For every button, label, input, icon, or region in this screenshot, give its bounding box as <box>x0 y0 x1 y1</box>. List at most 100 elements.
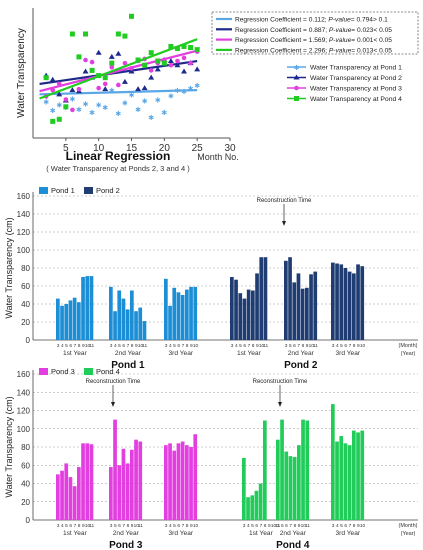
month-tick-label: 10 <box>271 523 277 529</box>
data-point <box>83 31 89 37</box>
x-axis-label: Linear Regression <box>66 149 171 163</box>
data-point <box>194 47 200 53</box>
data-point <box>174 46 180 52</box>
month-tick-label: 5 <box>173 343 176 349</box>
data-point <box>128 68 135 74</box>
year-label: 2nd Year <box>115 350 142 357</box>
data-point <box>108 53 115 59</box>
data-point: ✱ <box>76 106 82 114</box>
bar <box>301 419 305 520</box>
month-tick-label: 5 <box>173 523 176 529</box>
bar <box>138 307 143 340</box>
month-tick-label: 6 <box>69 523 72 529</box>
bar <box>180 295 185 340</box>
month-tick-label: 3 <box>110 523 113 529</box>
data-point <box>142 62 148 68</box>
data-point <box>115 31 121 37</box>
data-point <box>56 116 62 122</box>
bar <box>305 420 310 520</box>
month-tick-label: 11 <box>89 523 94 529</box>
bar <box>246 497 250 520</box>
data-point <box>63 104 69 110</box>
data-point <box>76 54 82 60</box>
bar <box>360 430 365 520</box>
bar <box>172 287 177 340</box>
bar <box>138 441 143 520</box>
legend-label: Pond 2 <box>96 186 120 195</box>
data-point <box>181 55 187 61</box>
bar <box>263 420 267 520</box>
year-label: 3rd Year <box>169 530 194 537</box>
month-tick-label: 3 <box>332 343 335 349</box>
bar <box>288 456 293 520</box>
data-point: ✱ <box>135 106 141 114</box>
month-tick-label: 9 <box>357 523 360 529</box>
data-point <box>148 50 154 56</box>
month-axis-label: (Month) <box>399 343 418 349</box>
month-tick-label: 7 <box>74 523 77 529</box>
bar <box>300 288 305 340</box>
data-point: ✱ <box>89 109 95 117</box>
y-axis-label: Water Transparency <box>16 28 27 118</box>
bar <box>297 445 301 520</box>
data-point <box>102 86 109 92</box>
y-axis-label: Water Transparency (cm) <box>4 217 14 318</box>
data-point <box>194 66 201 72</box>
y-tick-label: 0 <box>26 516 31 525</box>
data-point <box>129 13 134 19</box>
month-tick-label: 10 <box>85 343 91 349</box>
year-label: 1st Year <box>63 530 88 537</box>
month-tick-label: 10 <box>85 523 91 529</box>
year-label: 1st Year <box>63 350 88 357</box>
bar <box>85 276 90 340</box>
month-tick-label: 7 <box>248 343 251 349</box>
bar <box>254 490 259 520</box>
month-tick-label: 11 <box>89 343 94 349</box>
legend-label: Pond 1 <box>51 186 75 195</box>
data-point <box>181 68 188 74</box>
data-point <box>43 75 49 81</box>
data-point <box>168 62 174 68</box>
regression-legend-box <box>211 11 419 55</box>
bar <box>356 432 360 520</box>
data-point: ✱ <box>109 87 115 95</box>
month-tick-label: 5 <box>239 343 242 349</box>
bar <box>185 445 189 520</box>
data-point <box>63 97 69 102</box>
data-point: ✱ <box>83 101 89 109</box>
data-point <box>174 62 181 68</box>
month-tick-label: 4 <box>169 343 172 349</box>
month-tick-label: 8 <box>131 343 134 349</box>
data-point <box>129 66 134 71</box>
bar <box>292 457 297 520</box>
data-point: ✱ <box>175 87 181 95</box>
month-tick-label: 5 <box>114 523 117 529</box>
month-tick-label: 3 <box>165 343 168 349</box>
bar <box>331 262 335 340</box>
month-tick-label: 10 <box>138 343 144 349</box>
month-tick-label: 4 <box>169 523 172 529</box>
data-point <box>115 50 122 56</box>
month-tick-label: 8 <box>78 523 81 529</box>
month-tick-label: 9 <box>190 523 193 529</box>
month-tick-label: 4 <box>336 343 339 349</box>
bar <box>64 304 69 340</box>
bar <box>113 419 117 520</box>
bar <box>72 297 77 340</box>
reconstruction-annotation: Reconstruction Time <box>257 198 312 204</box>
series-legend: ✱ Water Transparency at Pond 1 Water Trans… <box>287 64 402 103</box>
y-tick-label: 80 <box>21 264 30 273</box>
data-point <box>148 74 155 80</box>
reconstruction-arrowhead <box>278 402 282 407</box>
data-point <box>109 64 115 70</box>
data-point: ✱ <box>56 102 62 110</box>
data-point <box>69 87 76 93</box>
month-tick-label: 6 <box>285 523 288 529</box>
data-point: ✱ <box>181 88 187 96</box>
series-legend-label: Water Transparency at Pond 1 <box>310 65 402 72</box>
month-tick-label: 5 <box>340 523 343 529</box>
bar <box>77 302 81 340</box>
month-tick-label: 6 <box>122 343 125 349</box>
year-label: 1st Year <box>237 350 262 357</box>
year-label: 3rd Year <box>336 530 361 537</box>
